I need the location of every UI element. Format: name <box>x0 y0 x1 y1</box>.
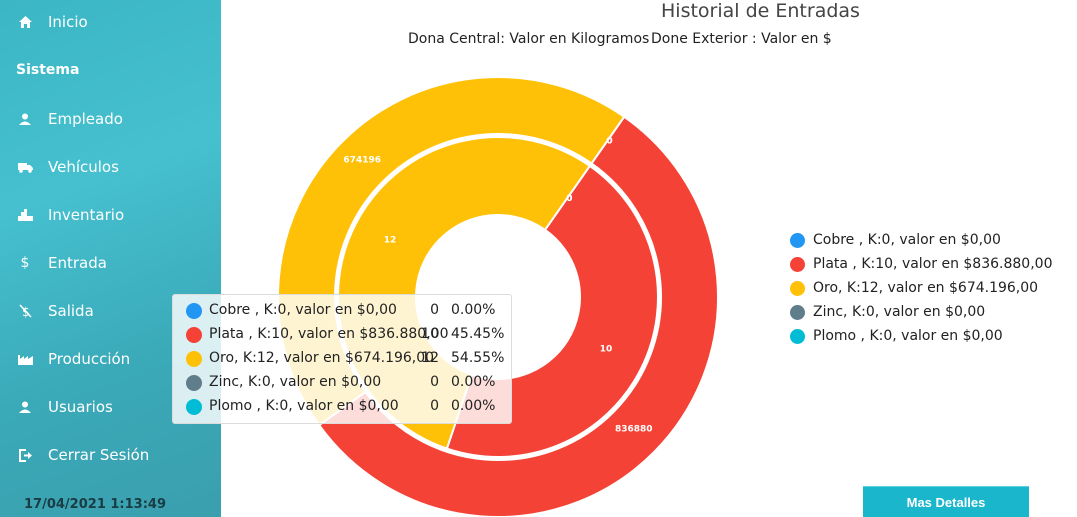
factory-icon <box>17 351 33 367</box>
tooltip-row: Cobre , K:0, valor en $0,00 0 0.00% <box>173 299 511 323</box>
sidebar-item-label: Vehículos <box>48 158 119 176</box>
sidebar-item-label: Cerrar Sesión <box>48 446 150 464</box>
sidebar-item-entrada[interactable]: $ Entrada <box>0 243 221 283</box>
timestamp: 17/04/2021 1:13:49 <box>24 497 167 512</box>
data-label-inner-plata: 10 <box>600 345 613 355</box>
sidebar-item-label: Salida <box>48 302 94 320</box>
tooltip-row: Oro, K:12, valor en $674.196,00 12 54.55… <box>173 347 511 371</box>
inventory-icon <box>17 207 33 223</box>
legend-label: Cobre , K:0, valor en $0,00 <box>813 232 1001 248</box>
data-label-outer-plata: 836880 <box>615 424 653 434</box>
sidebar-item-usuarios[interactable]: Usuarios <box>0 387 221 427</box>
legend-item-cobre[interactable]: Cobre , K:0, valor en $0,00 <box>790 228 1052 252</box>
legend-item-oro[interactable]: Oro, K:12, valor en $674.196,00 <box>790 276 1052 300</box>
page-title: Historial de Entradas <box>661 0 860 22</box>
legend-dot-zinc <box>790 304 805 320</box>
tooltip-value: 10 <box>421 326 439 342</box>
legend-label: Zinc, K:0, valor en $0,00 <box>813 304 986 320</box>
legend-item-plata[interactable]: Plata , K:10, valor en $836.880,00 <box>790 252 1052 276</box>
tooltip-dot <box>186 351 202 367</box>
sidebar-item-label: Inventario <box>48 206 125 224</box>
section-title: Sistema <box>16 62 80 78</box>
tooltip-label: Plomo , K:0, valor en $0,00 <box>209 398 399 414</box>
tooltip-percent: 0.00% <box>451 302 496 318</box>
slice-outer-plata[interactable] <box>317 115 719 517</box>
tooltip-percent: 0.00% <box>451 374 496 390</box>
tooltip-dot <box>186 327 202 343</box>
chart-tooltip: Cobre , K:0, valor en $0,00 0 0.00% Plat… <box>172 294 512 424</box>
sidebar-item-produccion[interactable]: Producción <box>0 339 221 379</box>
sidebar-item-empleado[interactable]: Empleado <box>0 99 221 139</box>
tooltip-row: Plomo , K:0, valor en $0,00 0 0.00% <box>173 395 511 419</box>
tooltip-row: Plata , K:10, valor en $836.880,00 10 45… <box>173 323 511 347</box>
legend-label: Oro, K:12, valor en $674.196,00 <box>813 280 1039 296</box>
legend-dot-oro <box>790 280 805 296</box>
tooltip-dot <box>186 303 202 319</box>
sidebar: Inicio Sistema Empleado Vehículos Invent… <box>0 0 221 517</box>
tooltip-label: Oro, K:12, valor en $674.196,00 <box>209 350 435 366</box>
tooltip-label: Cobre , K:0, valor en $0,00 <box>209 302 397 318</box>
data-label-outer-zinc: 0 <box>606 137 612 147</box>
tooltip-value: 0 <box>430 398 439 414</box>
tooltip-value: 0 <box>430 302 439 318</box>
legend-item-zinc[interactable]: Zinc, K:0, valor en $0,00 <box>790 300 1052 324</box>
user-icon <box>17 111 33 127</box>
data-label-inner-zinc: 0 <box>566 194 572 204</box>
tooltip-label: Plata , K:10, valor en $836.880,00 <box>209 326 449 342</box>
data-label-inner-oro: 12 <box>384 235 397 245</box>
legend-dot-plomo <box>790 328 805 344</box>
legend-item-plomo[interactable]: Plomo , K:0, valor en $0,00 <box>790 324 1052 348</box>
home-icon <box>17 14 33 30</box>
sidebar-item-vehiculos[interactable]: Vehículos <box>0 147 221 187</box>
truck-icon <box>17 159 33 175</box>
chart-legend: Cobre , K:0, valor en $0,00 Plata , K:10… <box>790 228 1052 348</box>
sidebar-item-label: Entrada <box>48 254 107 272</box>
tooltip-row: Zinc, K:0, valor en $0,00 0 0.00% <box>173 371 511 395</box>
data-label-outer-plomo: 0 <box>606 137 612 147</box>
data-label-inner-plomo: 0 <box>566 194 572 204</box>
slice-outer-oro[interactable] <box>277 76 626 427</box>
mas-detalles-button[interactable]: Mas Detalles <box>863 486 1029 517</box>
sidebar-item-inicio[interactable]: Inicio <box>0 2 221 42</box>
sidebar-item-label: Inicio <box>48 13 88 31</box>
tooltip-dot <box>186 375 202 391</box>
dollar-icon: $ <box>20 255 30 271</box>
legend-label: Plomo , K:0, valor en $0,00 <box>813 328 1003 344</box>
sidebar-item-label: Producción <box>48 350 131 368</box>
legend-label: Plata , K:10, valor en $836.880,00 <box>813 256 1053 272</box>
tooltip-percent: 45.45% <box>451 326 505 342</box>
sidebar-item-cerrar-sesion[interactable]: Cerrar Sesión <box>0 435 221 475</box>
sidebar-item-salida[interactable]: $ Salida <box>0 291 221 331</box>
tooltip-value: 0 <box>430 374 439 390</box>
sidebar-item-label: Empleado <box>48 110 123 128</box>
legend-dot-cobre <box>790 232 805 248</box>
tooltip-dot <box>186 399 202 415</box>
logout-icon <box>17 447 33 463</box>
subtitle-outer: Done Exterior : Valor en $ <box>651 31 832 47</box>
users-icon <box>17 399 33 415</box>
tooltip-value: 12 <box>421 350 439 366</box>
tooltip-label: Zinc, K:0, valor en $0,00 <box>209 374 382 390</box>
legend-dot-plata <box>790 256 805 272</box>
sidebar-item-label: Usuarios <box>48 398 113 416</box>
tooltip-percent: 0.00% <box>451 398 496 414</box>
sidebar-item-inventario[interactable]: Inventario <box>0 195 221 235</box>
subtitle-inner: Dona Central: Valor en Kilogramos <box>408 31 650 47</box>
no-dollar-icon: $ <box>17 303 33 319</box>
data-label-outer-oro: 674196 <box>343 156 381 166</box>
tooltip-percent: 54.55% <box>451 350 505 366</box>
